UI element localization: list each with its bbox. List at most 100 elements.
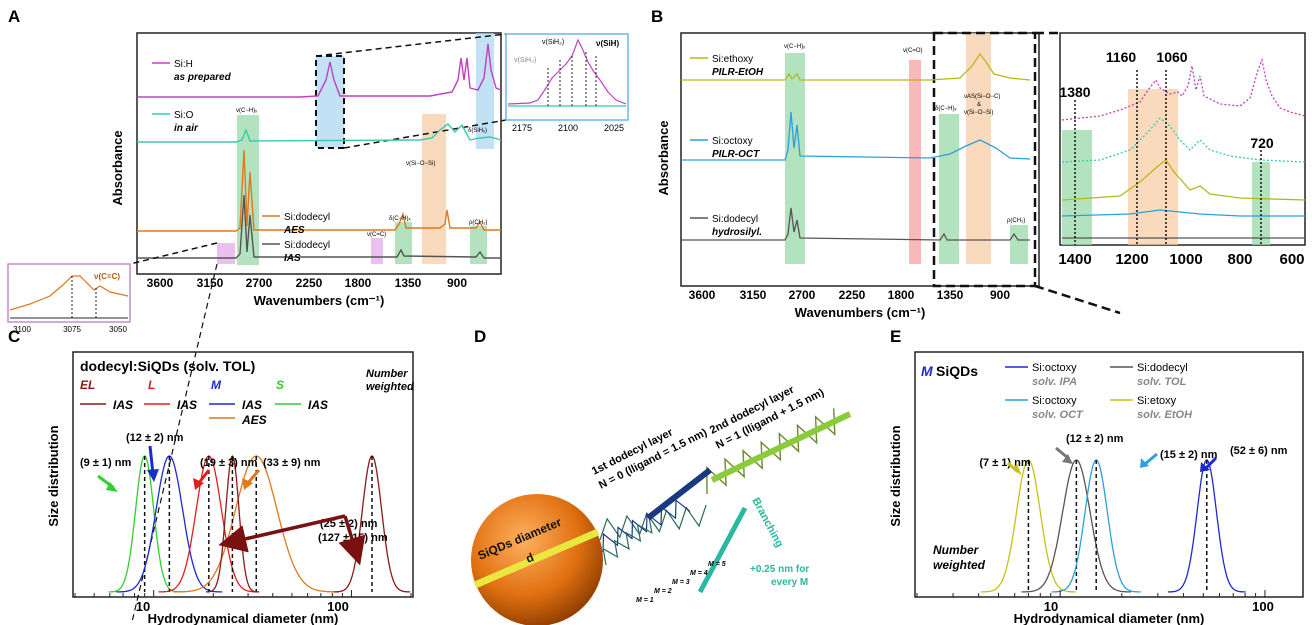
- x-tick: 900: [447, 276, 467, 290]
- inset-trace: [507, 38, 627, 105]
- m-label: M = 4: [690, 570, 708, 577]
- annotation-as2: ν(Si−O−Si): [964, 110, 993, 116]
- value-label: (12 ± 2) nm: [126, 432, 184, 444]
- trace-sublabel: PILR-OCT: [712, 149, 760, 160]
- legend-series: AES: [241, 413, 267, 427]
- layer2-arrow: [710, 411, 852, 483]
- zoom-tick: 1000: [1169, 251, 1202, 268]
- x-tick: 3600: [147, 276, 174, 290]
- ligand-chain: [599, 504, 707, 541]
- x-tick: 2250: [296, 276, 323, 290]
- arrow-head: [106, 482, 118, 492]
- x-tick: 1800: [888, 288, 915, 302]
- legend-sublabel: solv. IPA: [1032, 376, 1077, 388]
- trace-ethoxy: [681, 52, 1031, 81]
- x-tick: 1350: [395, 276, 422, 290]
- zoom-line: [1034, 284, 1121, 315]
- panel-a-letter: A: [8, 7, 20, 26]
- x-ticks: 3600 3150 2700 2250 1800 1350 900: [147, 276, 468, 290]
- x-axis-label: Hydrodynamical diameter (nm): [148, 611, 339, 625]
- m-label: M = 3: [672, 579, 690, 586]
- value-label: (52 ± 6) nm: [1230, 445, 1288, 457]
- annotation-amp: &: [977, 102, 981, 108]
- value-label: (19 ± 3) nm: [200, 457, 258, 469]
- trace-aes: [137, 149, 501, 232]
- legend-size: M: [211, 378, 222, 392]
- legend-label: Si:etoxy: [1137, 395, 1177, 407]
- panel-a: A Si:H as prepared Si:O in air Si:dodecy…: [7, 7, 629, 623]
- branching-label: Branching: [749, 496, 785, 550]
- arrow: [1204, 456, 1218, 470]
- panel-b: B Si:ethoxy PILR-EtOH Si:octoxy PILR-OCT…: [651, 7, 1306, 320]
- arrow: [1144, 452, 1158, 466]
- arrow: [148, 445, 155, 475]
- zoom-frame: [1059, 32, 1306, 246]
- arrow-head: [193, 478, 204, 490]
- rho-band-b: [1010, 225, 1028, 264]
- annotation-rho: ρ(CH₂): [1007, 218, 1025, 224]
- zoom-tick: 600: [1279, 251, 1304, 268]
- legend-series: IAS: [242, 398, 262, 412]
- x-tick: 900: [990, 288, 1010, 302]
- panel-c: C dodecyl:SiQDs (solv. TOL) Number weigh…: [8, 327, 414, 625]
- x-tick: 100: [1252, 599, 1274, 614]
- branching-note: +0.25 nm for: [750, 564, 809, 575]
- zoom-box-b: [932, 31, 1037, 288]
- x-tick: 10: [1044, 599, 1058, 614]
- inset-tick: 2175: [512, 123, 532, 133]
- x-tick: 100: [327, 599, 349, 614]
- arrow-head: [147, 469, 159, 482]
- x-tick: 10: [136, 599, 150, 614]
- x-axis-label: Wavenumbers (cm⁻¹): [795, 305, 926, 320]
- arrow: [218, 514, 346, 553]
- chart-e-plot: [916, 459, 1266, 597]
- y-axis-label: Size distribution: [888, 425, 903, 526]
- inset-tick: 2100: [558, 123, 578, 133]
- legend-sublabel: solv. OCT: [1032, 409, 1084, 421]
- x-tick: 3150: [197, 276, 224, 290]
- panel-e-frame: [914, 351, 1304, 598]
- inset-label: ν(SiH₃): [514, 57, 536, 64]
- x-tick: 1800: [345, 276, 372, 290]
- annotation-dsih: δ(SiHₓ): [468, 128, 487, 134]
- y-axis-label: Absorbance: [656, 120, 671, 195]
- trace-sublabel: in air: [174, 123, 199, 134]
- weight-label: Number: [366, 368, 408, 380]
- panel-c-title: dodecyl:SiQDs (solv. TOL): [80, 358, 255, 374]
- panel-e-title: SiQDs: [936, 363, 978, 379]
- inset-sih: ν(SiH₃) ν(SiH₂) ν(SiH) 2175 2100 2025: [505, 33, 629, 133]
- panel-c-frame: [72, 351, 414, 598]
- panel-d-letter: D: [474, 327, 486, 346]
- x-tick: 3150: [740, 288, 767, 302]
- zoom-marker-label: 1160: [1106, 49, 1137, 65]
- legend-series: IAS: [113, 398, 133, 412]
- inset-tick: 2025: [604, 123, 624, 133]
- annotation-ch: ν(C−H)ₓ: [784, 44, 805, 50]
- chart-c-plot: [74, 455, 412, 597]
- arrow-head: [1062, 454, 1073, 464]
- annotation-co: ν(C=O): [903, 48, 923, 54]
- inset-trace: [9, 275, 129, 311]
- trace-sublabel: AES: [283, 225, 305, 236]
- x-tick: 2700: [246, 276, 273, 290]
- panel-e-title-m: M: [921, 363, 933, 379]
- x-tick: 2250: [839, 288, 866, 302]
- trace-ias: [137, 194, 501, 259]
- annotation-sio: ν(Si−O−Si): [406, 161, 435, 167]
- arrow-head: [242, 478, 253, 490]
- branching-arrow: [697, 506, 748, 594]
- legend-size: L: [148, 378, 155, 392]
- value-label: (9 ± 1) nm: [80, 457, 131, 469]
- zoom-line: [343, 119, 507, 149]
- panel-d: D SiQDs diameter d 1st dodecyl layer N =…: [471, 327, 852, 625]
- panel-a-frame: [136, 32, 502, 275]
- inset-cc-frame: [7, 263, 131, 323]
- inset-label: ν(C=C): [94, 272, 120, 281]
- zoom-tick: 1400: [1058, 251, 1091, 268]
- zoom-marker-label: 720: [1250, 135, 1274, 151]
- legend-sublabel: solv. EtOH: [1137, 409, 1193, 421]
- trace-sublabel: hydrosilyl.: [712, 227, 762, 238]
- value-label: (7 ± 1) nm: [979, 457, 1030, 469]
- trace-label: Si:O: [174, 110, 194, 121]
